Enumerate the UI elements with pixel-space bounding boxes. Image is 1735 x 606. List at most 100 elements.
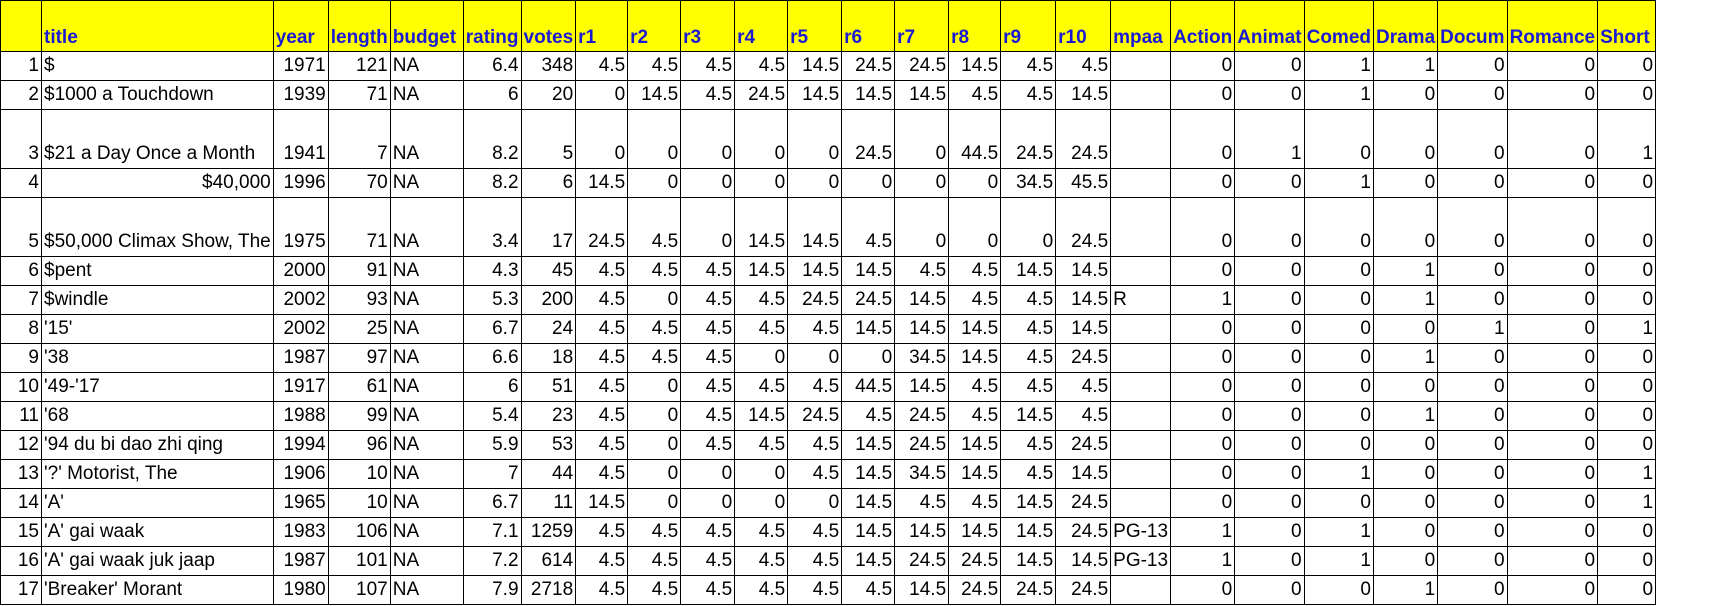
table-cell[interactable]: 4.5 [680, 517, 736, 547]
table-cell[interactable]: 0 [627, 430, 682, 460]
table-cell[interactable]: 0 [1234, 459, 1305, 489]
table-cell[interactable]: 61 [327, 372, 391, 402]
table-cell[interactable]: 'A' gai waak juk jaap [41, 546, 274, 576]
table-cell[interactable]: 4.5 [948, 285, 1002, 315]
column-header[interactable]: r6 [841, 0, 896, 52]
table-cell[interactable]: 0 [627, 459, 682, 489]
table-cell[interactable]: 121 [327, 51, 391, 81]
table-cell[interactable]: 4.5 [734, 372, 789, 402]
table-cell[interactable]: 0 [1597, 401, 1657, 431]
table-cell[interactable]: 14.5 [894, 285, 950, 315]
table-cell[interactable]: 0 [1372, 546, 1439, 576]
table-cell[interactable]: 24.5 [1055, 197, 1112, 257]
table-cell[interactable]: 4.5 [948, 401, 1002, 431]
table-cell[interactable]: 4.5 [948, 256, 1002, 286]
table-cell[interactable]: 0 [1506, 401, 1599, 431]
table-cell[interactable]: 4.5 [575, 401, 629, 431]
table-cell[interactable]: 0 [734, 488, 789, 518]
row-number[interactable]: 12 [0, 430, 42, 460]
table-cell[interactable]: 24.5 [1055, 575, 1112, 605]
table-cell[interactable]: 0 [948, 168, 1002, 198]
table-cell[interactable] [1110, 314, 1172, 344]
table-cell[interactable]: 0 [1437, 109, 1508, 169]
table-cell[interactable]: 14.5 [948, 51, 1002, 81]
table-cell[interactable]: 0 [1303, 197, 1375, 257]
table-cell[interactable]: 25 [327, 314, 391, 344]
table-cell[interactable] [1110, 109, 1172, 169]
table-cell[interactable]: 0 [1372, 80, 1439, 110]
table-cell[interactable]: 0 [787, 168, 843, 198]
table-cell[interactable] [1110, 575, 1172, 605]
row-number[interactable]: 6 [0, 256, 42, 286]
table-cell[interactable]: 1 [1597, 459, 1657, 489]
table-cell[interactable]: 0 [627, 401, 682, 431]
table-cell[interactable]: 4.5 [680, 401, 736, 431]
table-cell[interactable]: 51 [520, 372, 577, 402]
row-number[interactable]: 10 [0, 372, 42, 402]
table-cell[interactable]: NA [389, 314, 464, 344]
table-cell[interactable]: 24.5 [841, 285, 896, 315]
table-cell[interactable] [1110, 80, 1172, 110]
table-cell[interactable]: 0 [948, 197, 1002, 257]
table-cell[interactable]: 200 [520, 285, 577, 315]
table-cell[interactable]: 1975 [272, 197, 329, 257]
table-cell[interactable]: 0 [1234, 488, 1305, 518]
table-cell[interactable]: 24.5 [894, 51, 950, 81]
column-header[interactable]: length [327, 0, 391, 52]
table-cell[interactable]: 0 [787, 343, 843, 373]
table-cell[interactable]: 0 [1506, 285, 1599, 315]
row-number[interactable]: 4 [0, 168, 42, 198]
table-cell[interactable]: 0 [1506, 459, 1599, 489]
table-cell[interactable]: 4.5 [948, 488, 1002, 518]
table-cell[interactable]: 4.5 [575, 575, 629, 605]
table-cell[interactable]: R [1110, 285, 1172, 315]
table-cell[interactable]: $21 a Day Once a Month [41, 109, 274, 169]
table-cell[interactable]: 4.5 [1000, 80, 1057, 110]
table-cell[interactable]: 0 [1437, 401, 1508, 431]
table-cell[interactable]: 348 [520, 51, 577, 81]
corner-cell[interactable] [0, 0, 42, 52]
table-cell[interactable]: 0 [894, 109, 950, 169]
table-cell[interactable]: '?' Motorist, The [41, 459, 274, 489]
table-cell[interactable]: 0 [841, 343, 896, 373]
table-cell[interactable]: $windle [41, 285, 274, 315]
table-cell[interactable]: 0 [1372, 488, 1439, 518]
table-cell[interactable]: 0 [1234, 546, 1305, 576]
table-cell[interactable]: 14.5 [841, 546, 896, 576]
table-cell[interactable] [1110, 459, 1172, 489]
table-cell[interactable]: 71 [327, 197, 391, 257]
row-number[interactable]: 14 [0, 488, 42, 518]
table-cell[interactable] [1110, 197, 1172, 257]
table-cell[interactable]: NA [389, 285, 464, 315]
table-cell[interactable]: 14.5 [894, 517, 950, 547]
column-header[interactable]: Animat [1234, 0, 1305, 52]
table-cell[interactable]: 14.5 [734, 401, 789, 431]
table-cell[interactable]: $50,000 Climax Show, The [41, 197, 274, 257]
table-cell[interactable]: 0 [1234, 401, 1305, 431]
table-cell[interactable]: 24.5 [575, 197, 629, 257]
table-cell[interactable]: 0 [734, 109, 789, 169]
table-cell[interactable]: NA [389, 459, 464, 489]
table-cell[interactable]: 24.5 [948, 575, 1002, 605]
table-cell[interactable]: 14.5 [948, 314, 1002, 344]
table-cell[interactable]: 1 [1303, 459, 1375, 489]
row-number[interactable]: 11 [0, 401, 42, 431]
table-cell[interactable]: 0 [1234, 372, 1305, 402]
table-cell[interactable]: 7.2 [462, 546, 522, 576]
table-cell[interactable]: 1 [1303, 80, 1375, 110]
table-cell[interactable]: 7 [462, 459, 522, 489]
table-cell[interactable]: 0 [1303, 285, 1375, 315]
table-cell[interactable]: 4.5 [734, 430, 789, 460]
column-header[interactable]: r10 [1055, 0, 1112, 52]
table-cell[interactable]: 1 [1372, 51, 1439, 81]
table-cell[interactable]: 53 [520, 430, 577, 460]
table-cell[interactable]: 4.5 [734, 517, 789, 547]
table-cell[interactable]: 4.5 [948, 372, 1002, 402]
table-cell[interactable]: 0 [1170, 459, 1236, 489]
table-cell[interactable] [1110, 401, 1172, 431]
table-cell[interactable]: 4.5 [575, 517, 629, 547]
table-cell[interactable]: 4.5 [1000, 343, 1057, 373]
table-cell[interactable]: $40,000 [41, 168, 274, 198]
table-cell[interactable]: 14.5 [841, 517, 896, 547]
table-cell[interactable]: 0 [1234, 430, 1305, 460]
